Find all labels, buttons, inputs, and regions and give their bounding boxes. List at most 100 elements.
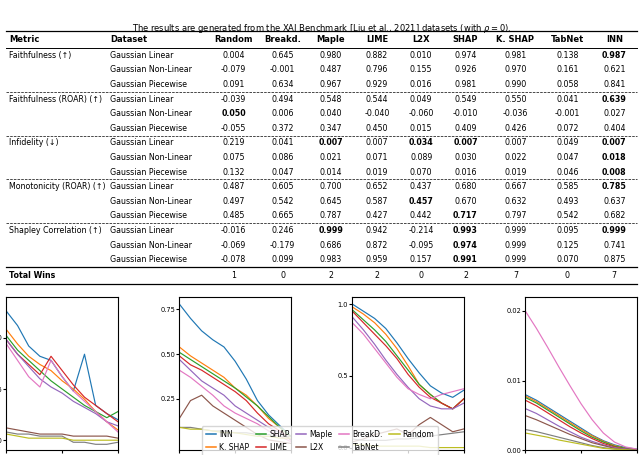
Text: 0.049: 0.049 — [556, 138, 579, 147]
Text: 0.494: 0.494 — [271, 95, 294, 104]
Text: Random: Random — [214, 35, 253, 44]
Text: Shapley Correlation (↑): Shapley Correlation (↑) — [9, 226, 102, 235]
Text: 0.058: 0.058 — [556, 80, 579, 89]
Text: 0.426: 0.426 — [504, 124, 527, 133]
Text: 0.741: 0.741 — [603, 241, 625, 249]
Text: 0.999: 0.999 — [602, 226, 627, 235]
Text: Faithfulness (ROAR) (↑): Faithfulness (ROAR) (↑) — [9, 95, 102, 104]
Text: 2: 2 — [374, 271, 380, 280]
Text: 0.047: 0.047 — [271, 167, 294, 177]
Text: 0.091: 0.091 — [223, 80, 245, 89]
Text: 0.700: 0.700 — [319, 182, 342, 191]
Text: 0.974: 0.974 — [453, 241, 478, 249]
Text: -0.010: -0.010 — [452, 109, 478, 118]
Text: 2: 2 — [328, 271, 333, 280]
Text: 0.980: 0.980 — [319, 51, 342, 60]
Text: 0.125: 0.125 — [556, 241, 579, 249]
Text: 0.875: 0.875 — [603, 255, 625, 264]
Text: 0.882: 0.882 — [365, 51, 388, 60]
Text: Infidelity (↓): Infidelity (↓) — [9, 138, 58, 147]
Text: Monotonicity (ROAR) (↑): Monotonicity (ROAR) (↑) — [9, 182, 106, 191]
Text: -0.079: -0.079 — [221, 66, 246, 75]
Text: Gaussian Piecewise: Gaussian Piecewise — [110, 212, 188, 220]
Text: 0.008: 0.008 — [602, 167, 627, 177]
Text: Faithfulness (↑): Faithfulness (↑) — [9, 51, 71, 60]
Text: -0.095: -0.095 — [408, 241, 434, 249]
Text: 0.872: 0.872 — [365, 241, 388, 249]
Text: Gaussian Piecewise: Gaussian Piecewise — [110, 255, 188, 264]
Text: 0.047: 0.047 — [556, 153, 579, 162]
Text: Breakd.: Breakd. — [264, 35, 301, 44]
Text: 0.041: 0.041 — [556, 95, 579, 104]
Text: 0.404: 0.404 — [603, 124, 625, 133]
Text: 0.550: 0.550 — [504, 95, 527, 104]
Text: 0.019: 0.019 — [504, 167, 527, 177]
Text: 0.999: 0.999 — [504, 226, 527, 235]
Text: -0.055: -0.055 — [221, 124, 246, 133]
Text: 0.999: 0.999 — [504, 241, 527, 249]
Text: K. SHAP: K. SHAP — [497, 35, 534, 44]
Text: 0.050: 0.050 — [221, 109, 246, 118]
Text: 0.587: 0.587 — [365, 197, 388, 206]
Text: 0.585: 0.585 — [556, 182, 579, 191]
Legend: INN, K. SHAP, SHAP, LIME, Maple, L2X, BreakD., TabNet, Random: INN, K. SHAP, SHAP, LIME, Maple, L2X, Br… — [202, 426, 438, 455]
Text: 0.007: 0.007 — [602, 138, 627, 147]
Text: 0.639: 0.639 — [602, 95, 627, 104]
Text: 0.652: 0.652 — [365, 182, 388, 191]
Text: 0.485: 0.485 — [223, 212, 245, 220]
Text: 0.785: 0.785 — [602, 182, 627, 191]
Text: 0.070: 0.070 — [410, 167, 433, 177]
Text: 0.967: 0.967 — [319, 80, 342, 89]
Text: 0.007: 0.007 — [365, 138, 388, 147]
Text: The results are generated from the XAI Benchmark [Liu et al., 2021] datasets (wi: The results are generated from the XAI B… — [132, 22, 511, 35]
Text: 0: 0 — [564, 271, 570, 280]
Text: 0.549: 0.549 — [454, 95, 477, 104]
Text: 0.987: 0.987 — [602, 51, 627, 60]
Text: 1: 1 — [231, 271, 236, 280]
Text: 0.007: 0.007 — [318, 138, 343, 147]
Text: 0.155: 0.155 — [410, 66, 433, 75]
Text: Metric: Metric — [9, 35, 39, 44]
Text: -0.001: -0.001 — [270, 66, 295, 75]
Text: 0.016: 0.016 — [410, 80, 433, 89]
Text: 0: 0 — [419, 271, 424, 280]
Text: 0.999: 0.999 — [318, 226, 343, 235]
Text: 0.099: 0.099 — [271, 255, 294, 264]
Text: Gaussian Non-Linear: Gaussian Non-Linear — [110, 197, 192, 206]
Text: 0.030: 0.030 — [454, 153, 477, 162]
Text: Gaussian Non-Linear: Gaussian Non-Linear — [110, 66, 192, 75]
Text: -0.214: -0.214 — [408, 226, 434, 235]
Text: 0.442: 0.442 — [410, 212, 433, 220]
Text: TabNet: TabNet — [550, 35, 584, 44]
Text: 0.075: 0.075 — [223, 153, 245, 162]
Text: Gaussian Piecewise: Gaussian Piecewise — [110, 80, 188, 89]
Text: 0.007: 0.007 — [504, 138, 527, 147]
Text: 0.437: 0.437 — [410, 182, 433, 191]
Text: 0.686: 0.686 — [319, 241, 342, 249]
Text: Maple: Maple — [316, 35, 345, 44]
Text: 0.990: 0.990 — [504, 80, 527, 89]
Text: 0.487: 0.487 — [319, 66, 342, 75]
Text: 2: 2 — [463, 271, 468, 280]
Text: 0.991: 0.991 — [453, 255, 478, 264]
Text: 0.246: 0.246 — [271, 226, 294, 235]
Text: 0.999: 0.999 — [504, 255, 527, 264]
Text: 0.450: 0.450 — [365, 124, 388, 133]
Text: Total Wins: Total Wins — [9, 271, 55, 280]
Text: 0.497: 0.497 — [223, 197, 245, 206]
Text: Gaussian Non-Linear: Gaussian Non-Linear — [110, 241, 192, 249]
Text: 0.544: 0.544 — [365, 95, 388, 104]
Text: 7: 7 — [513, 271, 518, 280]
Text: 0.665: 0.665 — [271, 212, 294, 220]
Text: 0.493: 0.493 — [556, 197, 579, 206]
Text: 0.983: 0.983 — [319, 255, 342, 264]
Text: 0.004: 0.004 — [223, 51, 245, 60]
Text: 0.487: 0.487 — [223, 182, 245, 191]
Text: 0.667: 0.667 — [504, 182, 527, 191]
Text: 0.605: 0.605 — [271, 182, 294, 191]
Text: 0.070: 0.070 — [556, 255, 579, 264]
Text: -0.060: -0.060 — [408, 109, 434, 118]
Text: 0.981: 0.981 — [454, 80, 477, 89]
Text: 0.071: 0.071 — [365, 153, 388, 162]
Text: 0.637: 0.637 — [603, 197, 625, 206]
